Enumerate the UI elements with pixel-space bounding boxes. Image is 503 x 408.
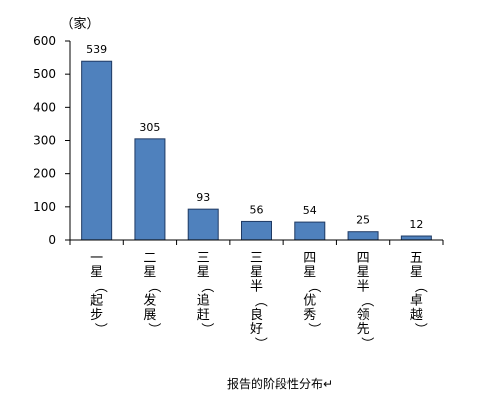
x-axis: 一星起步（）二星发展（）三星追赶（）三星半良好（）四星优秀（）四星半领先（）五星… xyxy=(69,239,444,350)
x-category-bracket: （ xyxy=(199,280,214,293)
bar xyxy=(187,208,219,241)
bar xyxy=(400,235,432,241)
x-category-bracket: ） xyxy=(306,322,321,335)
x-category-bracket: ） xyxy=(359,337,374,350)
bars xyxy=(81,60,432,241)
x-category-bracket: （ xyxy=(253,294,268,307)
bar xyxy=(347,231,379,241)
x-category-bracket: ） xyxy=(412,322,427,335)
x-category-bracket: ） xyxy=(93,322,108,335)
y-tick-label: 400 xyxy=(33,100,56,114)
y-tick-label: 100 xyxy=(33,200,56,214)
x-category-label: 四星优秀 xyxy=(303,251,316,323)
x-category-bracket: ） xyxy=(199,322,214,335)
bar-value-label: 25 xyxy=(356,214,370,227)
data-labels: 539 305 93 56 54 25 12 xyxy=(86,43,423,231)
x-category-label: 三星追赶 xyxy=(197,251,210,323)
y-tick-label: 0 xyxy=(48,233,56,247)
x-category-bracket: ） xyxy=(253,337,268,350)
bar-value-label: 54 xyxy=(303,204,317,217)
bar xyxy=(134,138,166,241)
y-tick-label: 600 xyxy=(33,34,56,48)
x-category-bracket: （ xyxy=(93,280,108,293)
x-category-label: 四星半领先 xyxy=(357,251,370,337)
y-tick-label: 200 xyxy=(33,167,56,181)
x-category-label: 二星发展 xyxy=(143,251,156,323)
x-category-bracket: ） xyxy=(146,322,161,335)
x-category-bracket: （ xyxy=(306,280,321,293)
x-category-label: 五星卓越 xyxy=(410,251,423,323)
x-category-bracket: （ xyxy=(146,280,161,293)
x-category-label: 一星起步 xyxy=(90,251,103,323)
y-axis: 0 100 200 300 400 500 600 xyxy=(33,34,71,247)
y-axis-unit-label: （家） xyxy=(60,16,99,32)
x-category-bracket: （ xyxy=(412,280,427,293)
bar-value-label: 305 xyxy=(139,121,160,134)
bar-value-label: 12 xyxy=(409,218,423,231)
x-category-bracket: （ xyxy=(359,294,374,307)
bar-value-label: 539 xyxy=(86,43,107,56)
bar xyxy=(241,220,272,241)
x-category-label: 三星半良好 xyxy=(250,251,263,337)
bar xyxy=(294,221,326,241)
bar-value-label: 56 xyxy=(250,203,264,216)
bar-value-label: 93 xyxy=(196,191,210,204)
bar xyxy=(81,60,113,241)
y-tick-label: 300 xyxy=(33,134,56,148)
y-tick-label: 500 xyxy=(33,67,56,81)
chart-caption: 报告的阶段性分布↵ xyxy=(227,376,333,391)
